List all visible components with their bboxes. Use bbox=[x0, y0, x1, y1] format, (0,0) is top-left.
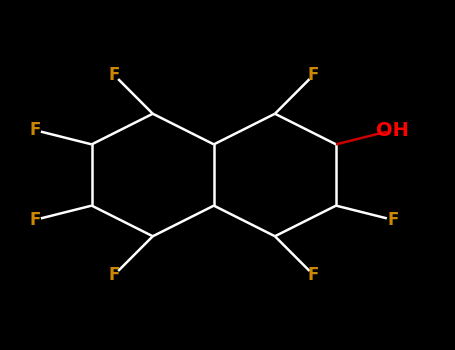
Text: F: F bbox=[308, 66, 319, 84]
Text: F: F bbox=[29, 211, 40, 229]
Text: F: F bbox=[109, 66, 120, 84]
Text: F: F bbox=[308, 266, 319, 284]
Text: OH: OH bbox=[376, 121, 410, 140]
Text: F: F bbox=[29, 121, 40, 139]
Text: F: F bbox=[387, 211, 399, 229]
Text: F: F bbox=[109, 266, 120, 284]
